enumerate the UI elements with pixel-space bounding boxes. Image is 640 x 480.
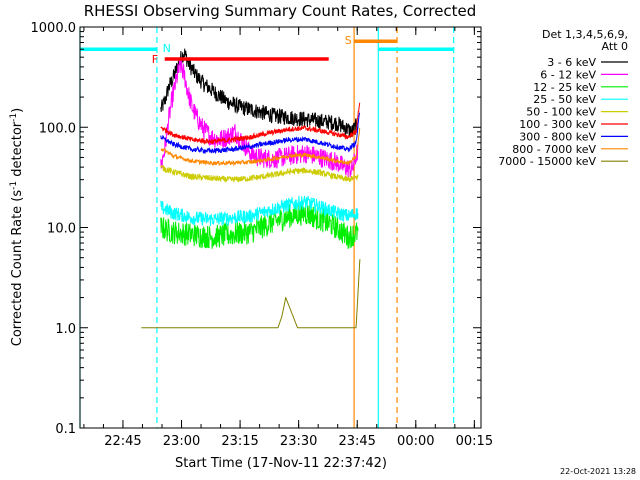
series-3-6-kev	[160, 48, 359, 138]
x-tick-label: 23:30	[280, 434, 317, 449]
legend-label-3-6-kev: 3 - 6 keV	[547, 56, 596, 69]
series-25-50-kev	[160, 195, 359, 226]
x-tick-label: 23:00	[163, 434, 200, 449]
legend-label-6-12-kev: 6 - 12 keV	[540, 68, 596, 81]
legend-header-line-2: Att 0	[602, 40, 628, 53]
x-tick-label: 23:45	[338, 434, 375, 449]
legend-label-25-50-kev: 25 - 50 keV	[533, 93, 596, 106]
y-tick-label: 0.1	[55, 422, 76, 437]
series-layer	[141, 48, 361, 329]
x-tick-label: 23:15	[221, 434, 258, 449]
series-300-800-kev	[160, 112, 361, 155]
series-100-300-kev	[160, 102, 361, 146]
series-6-12-kev	[160, 57, 359, 178]
y-tick-label: 1000.0	[31, 21, 77, 36]
timestamp: 22-Oct-2021 13:28	[560, 467, 636, 476]
legend-label-800-7000-kev: 800 - 7000 keV	[512, 143, 596, 156]
y-tick-label: 100.0	[39, 121, 76, 136]
y-tick-label: 10.0	[47, 222, 76, 237]
legend-label-12-25-kev: 12 - 25 keV	[533, 81, 596, 94]
bar-labels: NF S	[152, 34, 352, 66]
legend-label-50-100-kev: 50 - 100 keV	[526, 106, 596, 119]
x-axis-label: Start Time (17-Nov-11 22:37:42)	[175, 456, 387, 471]
bar-label-s: S	[345, 34, 352, 47]
legend-header-line-1: Det 1,3,4,5,6,9,	[542, 28, 628, 41]
x-tick-label: 00:00	[397, 434, 434, 449]
series-7000-15000-kev	[141, 259, 361, 329]
chart-title: RHESSI Observing Summary Count Rates, Co…	[84, 2, 477, 20]
y-axis-ticks: 1000.0 100.0 10.0 1.0 0.1	[31, 21, 481, 437]
legend-label-7000-15000-kev: 7000 - 15000 keV	[498, 155, 596, 168]
x-tick-label: 22:45	[104, 434, 141, 449]
series-800-7000-kev	[160, 127, 361, 167]
y-tick-label: 1.0	[55, 322, 76, 337]
legend-label-300-800-kev: 300 - 800 keV	[519, 130, 596, 143]
series-50-100-kev	[160, 164, 359, 183]
y-axis-label: Corrected Count Rate (s-1 detector-1)	[9, 108, 25, 346]
legend-label-100-300-kev: 100 - 300 keV	[519, 118, 596, 131]
x-axis-ticks: 22:45 23:00 23:15 23:30 23:45 00:00 00:15	[83, 27, 493, 449]
attenuator-bars	[80, 39, 454, 61]
bar-label-f: F	[152, 53, 158, 66]
x-tick-label: 00:15	[456, 434, 493, 449]
bar-label-n: N	[163, 42, 171, 55]
